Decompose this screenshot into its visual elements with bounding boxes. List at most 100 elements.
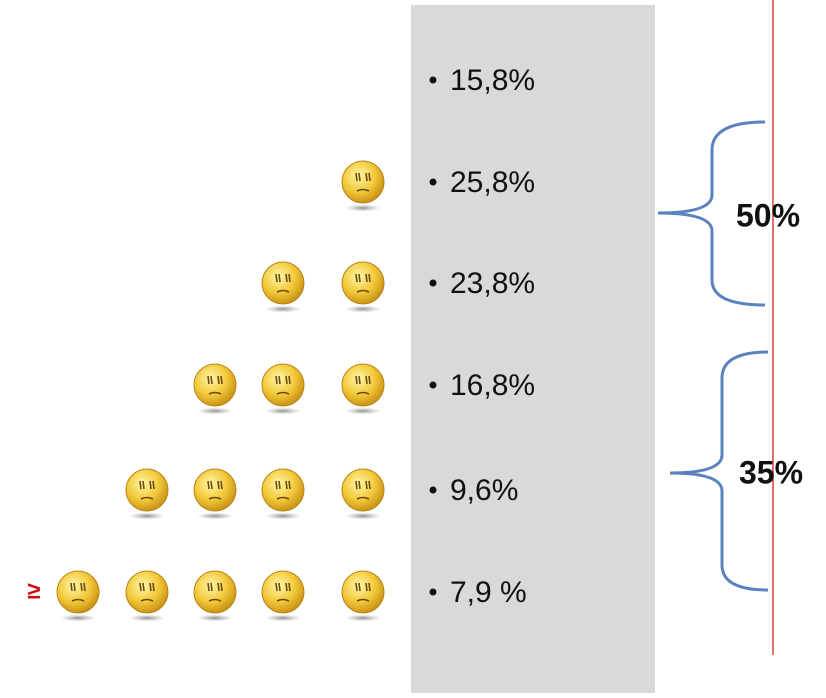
face xyxy=(341,468,385,520)
face-eye xyxy=(149,582,155,592)
bullet xyxy=(429,178,437,186)
face-eye xyxy=(355,172,361,182)
face-eye xyxy=(355,480,361,490)
face-mouth xyxy=(356,496,370,500)
bullet xyxy=(429,381,437,389)
brace xyxy=(657,120,766,307)
face-shadow xyxy=(265,512,301,520)
face-shadow xyxy=(265,305,301,313)
bullet xyxy=(429,486,437,494)
gray-panel xyxy=(411,5,655,693)
face-eye xyxy=(365,582,371,592)
face-mouth xyxy=(356,391,370,395)
face-shadow xyxy=(197,512,233,520)
face-mouth xyxy=(276,496,290,500)
face-eye xyxy=(275,582,281,592)
face-eye xyxy=(355,375,361,385)
face-shadow xyxy=(345,204,381,212)
face-eye xyxy=(207,582,213,592)
row-label: 7,9 % xyxy=(450,576,527,609)
face-shadow xyxy=(345,614,381,622)
face xyxy=(193,570,237,622)
face-shadow xyxy=(197,614,233,622)
face-head xyxy=(125,468,169,512)
face-mouth xyxy=(356,289,370,293)
face xyxy=(261,363,305,415)
face-head xyxy=(193,468,237,512)
face-mouth xyxy=(276,391,290,395)
face xyxy=(193,363,237,415)
face-shadow xyxy=(345,305,381,313)
face-shadow xyxy=(197,407,233,415)
face xyxy=(341,570,385,622)
bullet xyxy=(429,76,437,84)
face xyxy=(193,468,237,520)
face-head xyxy=(125,570,169,614)
group-label: 50% xyxy=(736,197,800,233)
face-head xyxy=(341,261,385,305)
face-eye xyxy=(275,375,281,385)
row-label: 25,8% xyxy=(450,166,535,199)
face-eye xyxy=(275,273,281,283)
face xyxy=(341,160,385,212)
face-mouth xyxy=(208,391,222,395)
face-shadow xyxy=(60,614,96,622)
face-eye xyxy=(365,480,371,490)
face-mouth xyxy=(356,188,370,192)
face xyxy=(261,261,305,313)
bullet xyxy=(429,279,437,287)
face-head xyxy=(56,570,100,614)
face-head xyxy=(341,468,385,512)
face-shadow xyxy=(345,407,381,415)
face-mouth xyxy=(276,289,290,293)
face-shadow xyxy=(129,512,165,520)
face-eye xyxy=(149,480,155,490)
face xyxy=(341,363,385,415)
face-mouth xyxy=(71,598,85,602)
face-head xyxy=(261,468,305,512)
face-shadow xyxy=(265,407,301,415)
row-label: 16,8% xyxy=(450,369,535,402)
face-eye xyxy=(217,375,223,385)
face-shadow xyxy=(345,512,381,520)
face-eye xyxy=(80,582,86,592)
face-eye xyxy=(285,273,291,283)
brace xyxy=(669,350,769,592)
face-eye xyxy=(139,582,145,592)
face-eye xyxy=(217,480,223,490)
face-mouth xyxy=(140,598,154,602)
row-label: 15,8% xyxy=(450,64,535,97)
face-head xyxy=(341,363,385,407)
face-eye xyxy=(275,480,281,490)
face xyxy=(125,468,169,520)
face-head xyxy=(261,570,305,614)
face xyxy=(261,570,305,622)
face xyxy=(125,570,169,622)
face-eye xyxy=(365,273,371,283)
row-label: 9,6% xyxy=(450,474,518,507)
face-eye xyxy=(355,273,361,283)
face-head xyxy=(193,363,237,407)
face xyxy=(261,468,305,520)
face-head xyxy=(341,160,385,204)
face-eye xyxy=(285,582,291,592)
face-eye xyxy=(139,480,145,490)
face-eye xyxy=(285,480,291,490)
face-eye xyxy=(217,582,223,592)
face-eye xyxy=(285,375,291,385)
face-mouth xyxy=(208,598,222,602)
bullet xyxy=(429,588,437,596)
face-mouth xyxy=(356,598,370,602)
face-head xyxy=(341,570,385,614)
face-head xyxy=(261,363,305,407)
prefix: ≥ xyxy=(27,577,40,604)
face-eye xyxy=(355,582,361,592)
face-eye xyxy=(365,172,371,182)
row-label: 23,8% xyxy=(450,267,535,300)
face-mouth xyxy=(140,496,154,500)
face-head xyxy=(193,570,237,614)
face-mouth xyxy=(208,496,222,500)
face-eye xyxy=(207,375,213,385)
face-eye xyxy=(365,375,371,385)
